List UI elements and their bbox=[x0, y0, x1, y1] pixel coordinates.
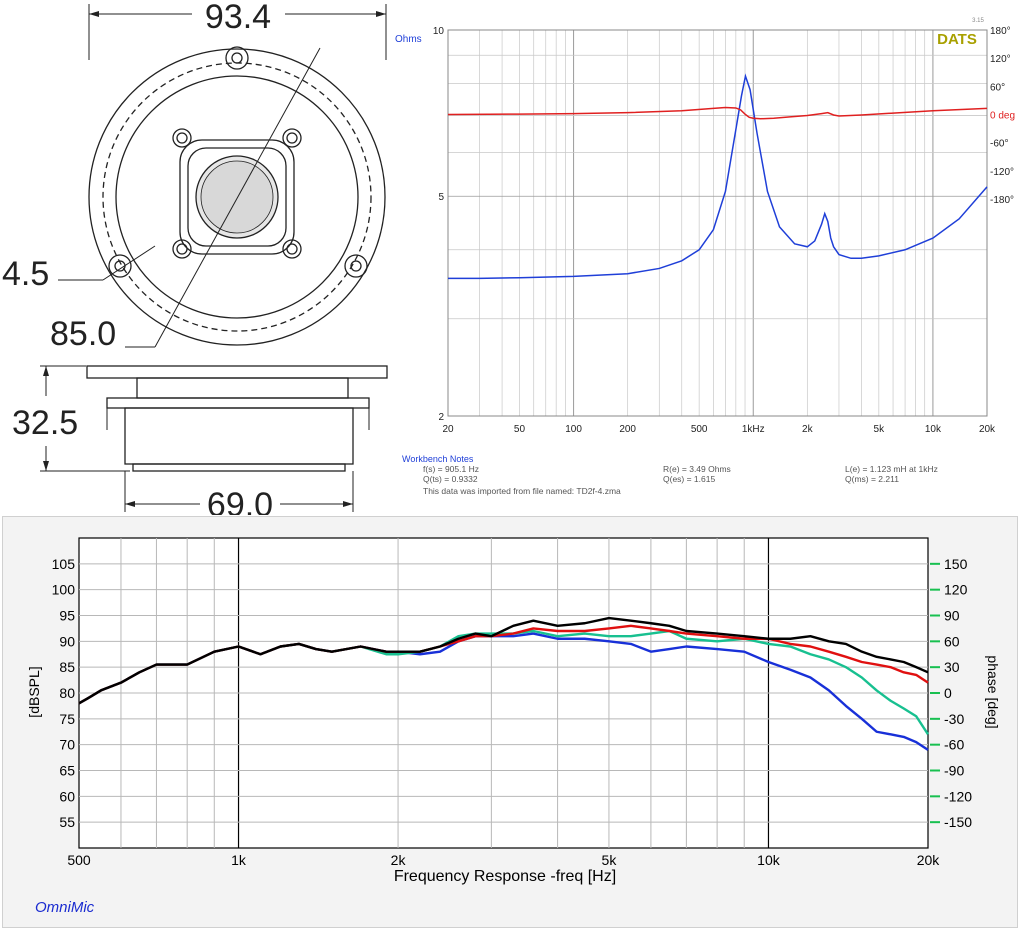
fr-ylabel: [dBSPL] bbox=[26, 666, 42, 717]
fr-y2tick: -90 bbox=[944, 763, 964, 779]
fr-xtick: 20k bbox=[917, 852, 941, 868]
impedance-phase-tick: 60° bbox=[990, 82, 1005, 93]
fr-ytick: 70 bbox=[59, 737, 75, 753]
fr-ytick: 65 bbox=[59, 763, 75, 779]
fr-xtick: 10k bbox=[757, 852, 781, 868]
fr-y2tick: 0 bbox=[944, 685, 952, 701]
impedance-xtick: 10k bbox=[925, 424, 942, 435]
impedance-ylabel: Ohms bbox=[395, 34, 422, 45]
dim-hole-diameter: 4.5 bbox=[2, 255, 49, 293]
impedance-ytick: 5 bbox=[438, 192, 444, 203]
impedance-phase-tick: -120° bbox=[990, 167, 1014, 178]
fr-brand: OmniMic bbox=[35, 899, 95, 916]
impedance-grid bbox=[447, 29, 988, 417]
fr-grid bbox=[79, 538, 928, 848]
impedance-axis-labels: 20 50 100 200 500 1kHz 2k 5k 10k 20k 10 5 2 180° 120° 6… bbox=[433, 26, 1015, 435]
note-qes: Q(es) = 1.615 bbox=[663, 474, 715, 484]
fr-series bbox=[78, 616, 930, 751]
impedance-xtick: 500 bbox=[691, 424, 708, 435]
dim-height: 32.5 bbox=[12, 404, 78, 442]
fr-ytick: 60 bbox=[59, 788, 75, 804]
impedance-xtick: 20k bbox=[979, 424, 996, 435]
impedance-chart: 20 50 100 200 500 1kHz 2k 5k 10k 20k 10 5 2 180° 120° 6… bbox=[395, 18, 1015, 496]
impedance-xtick: 5k bbox=[874, 424, 886, 435]
note-le: L(e) = 1.123 mH at 1kHz bbox=[845, 464, 938, 474]
fr-y2tick: 90 bbox=[944, 608, 960, 624]
dim-bolt-circle: 85.0 bbox=[50, 315, 116, 353]
fr-axis-labels: 500 1k 2k 5k 10k 20k 105 100 95 90 85 80 75 70 65 60 55 1… bbox=[52, 556, 973, 868]
impedance-magnitude-line bbox=[448, 73, 988, 280]
impedance-phase-tick: 180° bbox=[990, 26, 1011, 37]
fr-ytick: 80 bbox=[59, 685, 75, 701]
note-imported: This data was imported from file named: … bbox=[423, 486, 621, 496]
fr-xtick: 1k bbox=[231, 852, 247, 868]
fr-ytick: 85 bbox=[59, 659, 75, 675]
fr-y2tick: 60 bbox=[944, 633, 960, 649]
dim-outer-diameter: 93.4 bbox=[205, 0, 271, 36]
fr-y2tick: 150 bbox=[944, 556, 968, 572]
fr-ytick: 100 bbox=[52, 582, 76, 598]
impedance-xtick: 50 bbox=[514, 424, 526, 435]
fr-y2tick: 120 bbox=[944, 582, 968, 598]
impedance-xtick: 20 bbox=[442, 424, 454, 435]
notes-title: Workbench Notes bbox=[402, 454, 474, 464]
fr-ytick: 90 bbox=[59, 633, 75, 649]
impedance-phase-tick: 0 deg bbox=[990, 111, 1015, 122]
fr-xtick: 2k bbox=[391, 852, 407, 868]
impedance-ytick: 2 bbox=[438, 412, 444, 423]
fr-y2tick: -30 bbox=[944, 711, 964, 727]
note-qts: Q(ts) = 0.9332 bbox=[423, 474, 478, 484]
impedance-ytick: 10 bbox=[433, 26, 445, 37]
fr-y2label: phase [deg] bbox=[985, 655, 1001, 728]
fr-y2tick: -60 bbox=[944, 737, 964, 753]
fr-series-line-3 bbox=[78, 616, 929, 705]
fr-y2tick: -150 bbox=[944, 814, 972, 830]
note-fs: f(s) = 905.1 Hz bbox=[423, 464, 479, 474]
impedance-phase-line bbox=[447, 106, 988, 120]
fr-xlabel: Frequency Response -freq [Hz] bbox=[394, 868, 616, 885]
fr-y2tick: 30 bbox=[944, 659, 960, 675]
impedance-phase-tick: -180° bbox=[990, 195, 1014, 206]
impedance-xtick: 200 bbox=[619, 424, 636, 435]
dim-body-diameter: 69.0 bbox=[207, 486, 273, 515]
fr-ytick: 95 bbox=[59, 608, 75, 624]
fr-ytick: 75 bbox=[59, 711, 75, 727]
impedance-xtick: 100 bbox=[565, 424, 582, 435]
impedance-frame bbox=[447, 29, 988, 417]
impedance-phase-tick: -60° bbox=[990, 139, 1008, 150]
impedance-series bbox=[447, 73, 988, 280]
frequency-response-chart: 500 1k 2k 5k 10k 20k 105 100 95 90 85 80 75 70 65 60 55 1… bbox=[26, 537, 1001, 916]
fr-ytick: 105 bbox=[52, 556, 76, 572]
tweeter-dimension-drawing: 93.4 4.5 85.0 32.5 69.0 bbox=[2, 0, 388, 515]
note-re: R(e) = 3.49 Ohms bbox=[663, 464, 731, 474]
frequency-response-panel: 500 1k 2k 5k 10k 20k 105 100 95 90 85 80 75 70 65 60 55 1… bbox=[2, 516, 1018, 928]
note-qms: Q(ms) = 2.211 bbox=[845, 474, 899, 484]
impedance-xtick: 1kHz bbox=[742, 424, 765, 435]
fr-ytick: 55 bbox=[59, 814, 75, 830]
impedance-version: 3.15 bbox=[972, 18, 984, 24]
impedance-brand: DATS bbox=[937, 31, 977, 48]
fr-xtick: 500 bbox=[67, 852, 91, 868]
fr-y2tick: -120 bbox=[944, 788, 972, 804]
impedance-phase-tick: 120° bbox=[990, 54, 1011, 65]
fr-xtick: 5k bbox=[602, 852, 618, 868]
impedance-xtick: 2k bbox=[802, 424, 814, 435]
